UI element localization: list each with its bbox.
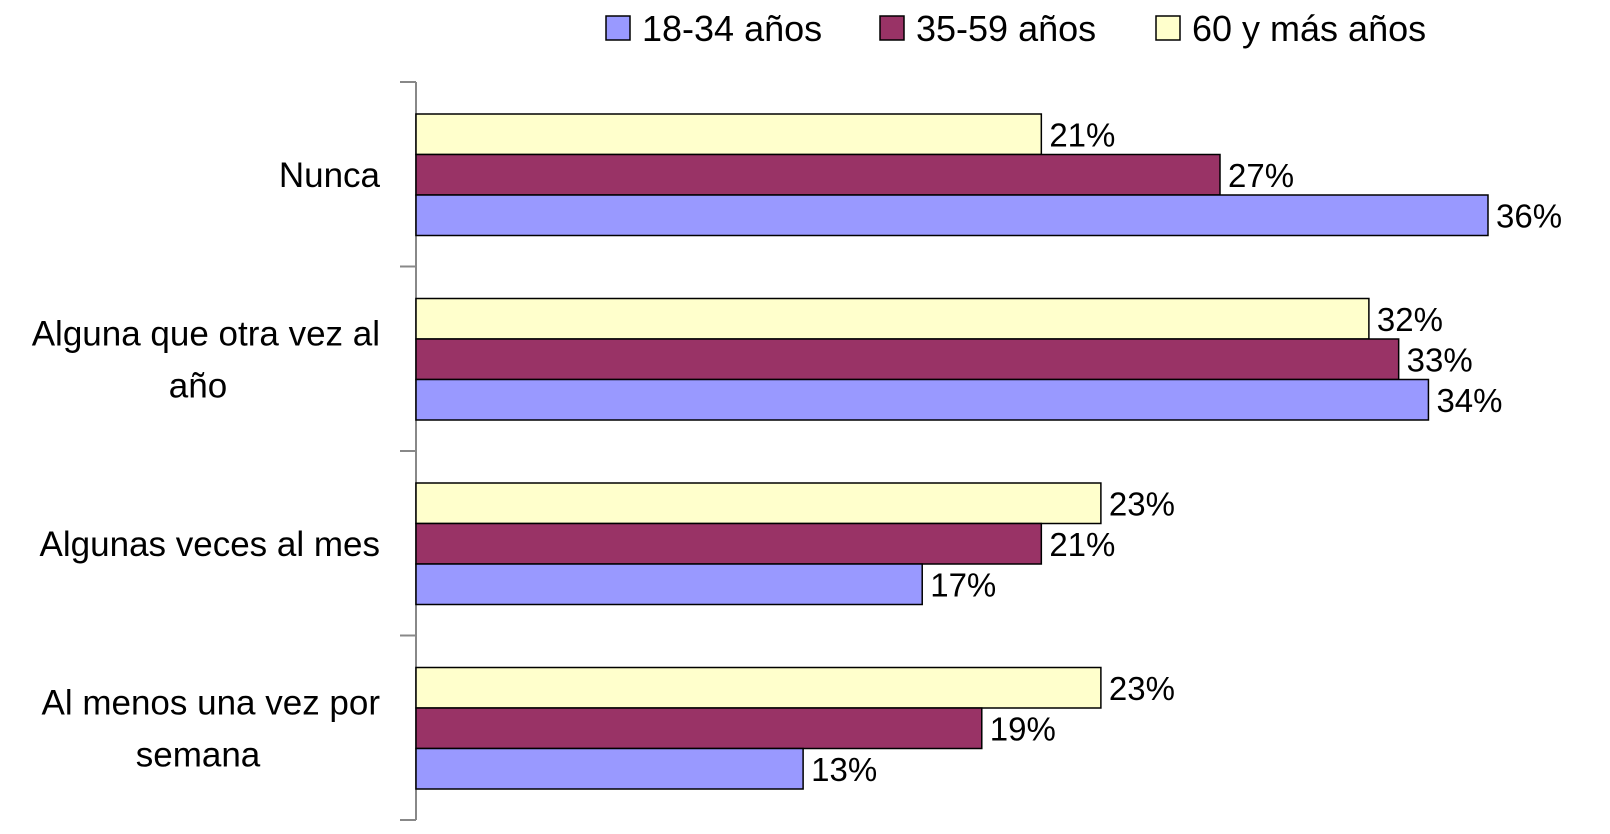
bars <box>415 113 1489 790</box>
category-label: año <box>169 366 227 405</box>
legend-label: 60 y más años <box>1192 8 1426 49</box>
legend-label: 18-34 años <box>642 8 822 49</box>
data-label: 17% <box>930 566 996 603</box>
legend-swatch <box>879 15 905 41</box>
category-label: semana <box>136 735 261 774</box>
bar-60-y-más-años-3 <box>415 666 1102 709</box>
category-label: Nunca <box>279 156 381 195</box>
bar-18-34-años-2 <box>415 563 923 606</box>
legend-swatch <box>1155 15 1181 41</box>
data-label: 23% <box>1109 670 1175 707</box>
data-label: 34% <box>1436 382 1502 419</box>
data-labels: 21% 27% 36% 32%33% 34% 23% 21% 17% 23% 19% 13% <box>811 116 1562 788</box>
bar-18-34-años-3 <box>415 747 804 790</box>
legend: 18-34 años 35-59 años 60 y más años <box>605 8 1426 49</box>
data-label: 33% <box>1407 341 1473 378</box>
data-label: 13% <box>811 751 877 788</box>
bar-60-y-más-años-2 <box>415 482 1102 525</box>
data-label: 23% <box>1109 485 1175 522</box>
bar-35-59-años-0 <box>415 153 1221 196</box>
data-label: 19% <box>990 710 1056 747</box>
data-label: 21% <box>1049 526 1115 563</box>
bar-18-34-años-0 <box>415 194 1489 237</box>
bar-60-y-más-años-1 <box>415 297 1370 340</box>
data-label: 36% <box>1496 197 1562 234</box>
data-label: 27% <box>1228 157 1294 194</box>
category-label: Al menos una vez por <box>41 683 380 722</box>
legend-label: 35-59 años <box>916 8 1096 49</box>
legend-swatch <box>605 15 631 41</box>
category-labels: Nunca Alguna que otra vez al año Algunas ve… <box>32 156 381 775</box>
data-label: 21% <box>1049 116 1115 153</box>
category-axis <box>400 81 417 821</box>
bar-60-y-más-años-0 <box>415 113 1043 156</box>
bar-18-34-años-1 <box>415 378 1430 421</box>
bar-35-59-años-3 <box>415 707 983 750</box>
bar-35-59-años-1 <box>415 338 1400 381</box>
bar-35-59-años-2 <box>415 522 1043 565</box>
category-label: Alguna que otra vez al <box>32 314 380 353</box>
category-label: Algunas veces al mes <box>40 525 380 564</box>
data-label: 32% <box>1377 301 1443 338</box>
